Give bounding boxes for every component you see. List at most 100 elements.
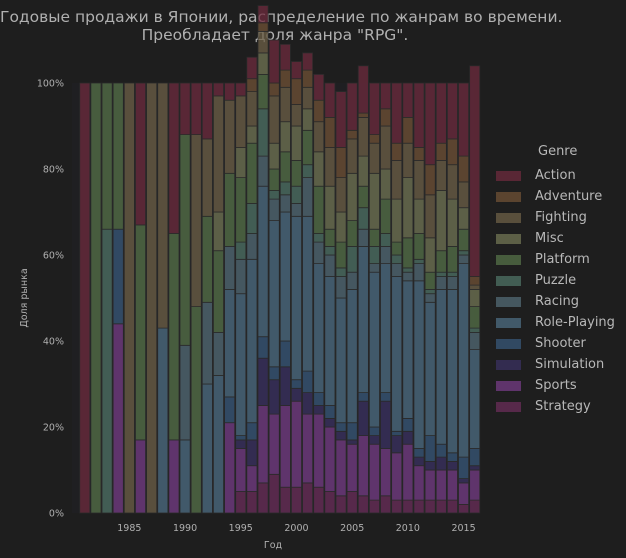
bar-segment-strategy-2009 [391, 499, 403, 514]
legend-item-shooter: Shooter [496, 333, 622, 354]
bar-segment-shooter-1996 [246, 422, 258, 441]
bar-segment-role-playing-1994 [224, 288, 236, 398]
bar-segment-role-playing-2005 [346, 288, 358, 424]
bar-segment-adventure-2008 [380, 108, 392, 127]
bar-segment-fighting-1993 [213, 95, 224, 213]
bar-segment-action-2012 [424, 82, 436, 166]
y-tick-label: 0% [49, 509, 64, 520]
bar-segment-sports-2009 [391, 452, 403, 501]
bar-segment-racing-2009 [391, 263, 403, 277]
bar-segment-puzzle-2000 [291, 185, 302, 204]
bar-segment-platform-1983 [101, 82, 113, 230]
bar-segment-sports-1998 [268, 413, 280, 475]
bar-segment-misc-2003 [324, 185, 336, 230]
legend-item-misc: Misc [496, 228, 622, 249]
legend-swatch [496, 338, 521, 349]
bar-segment-puzzle-2006 [357, 207, 369, 230]
bar-segment-platform-1999 [279, 151, 291, 183]
bar-segment-sports-2002 [313, 413, 325, 488]
bar-segment-adventure-2010 [402, 117, 414, 144]
bar-segment-racing-2004 [335, 276, 347, 299]
bar-segment-shooter-1998 [268, 366, 280, 381]
legend-item-sports: Sports [496, 375, 622, 396]
legend-item-adventure: Adventure [496, 186, 622, 207]
bar-segment-racing-2014 [446, 276, 458, 290]
bar-segment-platform-2000 [291, 159, 302, 187]
bar-segment-misc-2007 [368, 172, 380, 230]
bar-segment-shooter-2010 [402, 417, 414, 432]
bar-segment-action-1994 [224, 82, 236, 101]
legend-item-role-playing: Role-Playing [496, 312, 622, 333]
bar-segment-action-2011 [413, 82, 425, 148]
bar-segment-strategy-2013 [435, 499, 447, 514]
bar-segment-shooter-2013 [435, 443, 447, 458]
bar-segment-simulation-2005 [346, 439, 358, 445]
bar-segment-platform-1996 [246, 142, 258, 204]
chart-title-line-2: Преобладает доля жанра "RPG". [141, 26, 409, 44]
bar-segment-shooter-2011 [413, 448, 425, 458]
legend-swatch [496, 191, 521, 202]
bar-segment-strategy-1999 [279, 486, 291, 514]
bar-segment-simulation-2007 [368, 435, 380, 445]
bar-segment-shooter-2016 [469, 448, 481, 467]
bar-segment-action-2000 [291, 61, 302, 80]
legend-item-puzzle: Puzzle [496, 270, 622, 291]
bar-segment-racing-2001 [302, 177, 314, 217]
legend-swatch [496, 212, 521, 223]
legend-label: Role-Playing [535, 315, 615, 330]
bar-segment-role-playing-1992 [201, 383, 213, 514]
bar-segment-action-1995 [235, 82, 247, 97]
bar-segment-fighting-2005 [346, 138, 358, 174]
bar-segment-fighting-1997 [257, 30, 269, 54]
bar-segment-shooter-2002 [313, 392, 325, 406]
bar-segment-platform-1991 [190, 306, 202, 514]
bar-segment-shooter-2001 [302, 370, 314, 394]
bar-segment-action-1993 [213, 82, 224, 97]
bar-segment-simulation-2000 [291, 387, 302, 402]
bar-segment-adventure-2016 [469, 276, 481, 286]
bar-segment-platform-2008 [380, 198, 392, 234]
bar-segment-sports-2008 [380, 448, 392, 497]
legend-label: Strategy [535, 399, 591, 414]
bar-segment-role-playing-2002 [313, 263, 325, 394]
bar-segment-adventure-1998 [268, 82, 280, 97]
bar-segment-action-1991 [190, 82, 202, 135]
y-tick-label: 60% [43, 251, 64, 262]
bar-segment-action-2004 [335, 91, 347, 148]
bar-segment-platform-2002 [313, 185, 325, 234]
bar-segment-role-playing-2003 [324, 276, 336, 406]
bar-segment-action-1989 [168, 82, 180, 234]
bar-segment-role-playing-2006 [357, 245, 369, 393]
bar-segment-sports-1996 [246, 465, 258, 492]
bar-segment-platform-1992 [201, 215, 213, 303]
bar-segment-shooter-2000 [291, 379, 302, 389]
bar-segment-platform-1995 [235, 177, 247, 243]
bar-segment-puzzle-1996 [246, 202, 258, 234]
bar-segment-sports-1999 [279, 405, 291, 488]
bar-segment-adventure-1997 [257, 22, 269, 32]
bar-segment-platform-1998 [268, 168, 280, 191]
bar-segment-simulation-2014 [446, 460, 458, 471]
x-tick-label: 1995 [229, 523, 253, 534]
bar-segment-platform-1989 [168, 233, 180, 441]
legend-item-fighting: Fighting [496, 207, 622, 228]
bar-segment-action-2008 [380, 82, 392, 110]
bar-segment-shooter-2004 [335, 422, 347, 432]
bar-segment-misc-2011 [413, 198, 425, 234]
bar-segment-role-playing-2007 [368, 271, 380, 428]
legend-item-simulation: Simulation [496, 354, 622, 375]
bar-segment-strategy-2006 [357, 495, 369, 514]
bar-segment-strategy-2012 [424, 499, 436, 514]
bar-segment-shooter-2009 [391, 430, 403, 436]
bar-segment-simulation-1997 [257, 357, 269, 406]
bar-segment-adventure-2013 [435, 142, 447, 161]
legend-swatch [496, 170, 521, 181]
bar-segment-fighting-1996 [246, 91, 258, 127]
bar-segment-adventure-2000 [291, 78, 302, 105]
legend-swatch [496, 254, 521, 265]
bar-segment-racing-1993 [213, 331, 224, 376]
bar-segment-misc-2016 [469, 288, 481, 307]
bar-segment-sports-1984 [112, 323, 124, 514]
bar-segment-racing-1995 [235, 258, 247, 295]
